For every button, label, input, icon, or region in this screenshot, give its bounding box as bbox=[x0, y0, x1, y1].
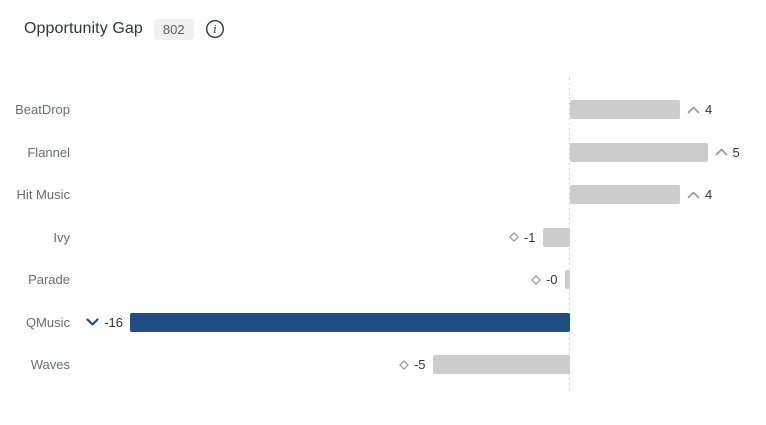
bar[interactable] bbox=[432, 355, 570, 374]
value-label-group: 4 bbox=[687, 100, 712, 119]
bar-row: Ivy -1 bbox=[0, 227, 766, 247]
diamond-icon bbox=[530, 274, 541, 285]
value-label: -0 bbox=[545, 272, 558, 287]
bar[interactable] bbox=[542, 227, 570, 247]
value-label: -1 bbox=[523, 229, 536, 245]
value-label-group: -16 bbox=[86, 313, 123, 332]
chevron-down-icon bbox=[86, 318, 99, 326]
chart-header: Opportunity Gap 802 i bbox=[24, 17, 225, 41]
info-icon[interactable]: i bbox=[205, 19, 225, 39]
bar-row: Waves -5 bbox=[0, 355, 766, 374]
chevron-up-icon bbox=[687, 191, 700, 199]
bar[interactable] bbox=[564, 270, 570, 289]
value-label-group: -1 bbox=[508, 228, 536, 247]
bar[interactable] bbox=[570, 100, 680, 119]
value-label: -16 bbox=[104, 314, 123, 330]
value-label-group: -5 bbox=[398, 355, 426, 374]
bar-row: QMusic -16 bbox=[0, 312, 766, 332]
bar[interactable] bbox=[570, 142, 708, 162]
value-label-group: -0 bbox=[530, 270, 558, 289]
category-label[interactable]: Hit Music bbox=[16, 187, 70, 202]
bar-row: Parade -0 bbox=[0, 270, 766, 289]
value-label: 5 bbox=[732, 144, 740, 160]
bar[interactable] bbox=[570, 185, 680, 204]
value-label: 4 bbox=[705, 187, 713, 202]
chevron-up-icon bbox=[715, 148, 728, 156]
value-label: -5 bbox=[413, 357, 426, 372]
bar-row: Hit Music 4 bbox=[0, 185, 766, 204]
count-badge: 802 bbox=[153, 18, 194, 40]
svg-text:i: i bbox=[213, 23, 217, 36]
chart-title: Opportunity Gap bbox=[24, 20, 143, 37]
diamond-icon bbox=[398, 359, 409, 370]
value-label-group: 4 bbox=[687, 185, 712, 204]
diamond-icon bbox=[508, 232, 519, 242]
bar[interactable] bbox=[130, 312, 570, 332]
category-label[interactable]: Parade bbox=[28, 272, 70, 287]
category-label[interactable]: Waves bbox=[30, 357, 70, 372]
category-label[interactable]: Flannel bbox=[27, 144, 70, 160]
category-label[interactable]: Ivy bbox=[53, 229, 70, 245]
bar-row: BeatDrop 4 bbox=[0, 100, 766, 119]
chevron-up-icon bbox=[687, 106, 700, 114]
bar-row: Flannel 5 bbox=[0, 142, 766, 162]
category-label[interactable]: BeatDrop bbox=[15, 102, 70, 117]
value-label-group: 5 bbox=[715, 143, 740, 162]
value-label: 4 bbox=[705, 102, 713, 117]
category-label[interactable]: QMusic bbox=[25, 314, 70, 330]
